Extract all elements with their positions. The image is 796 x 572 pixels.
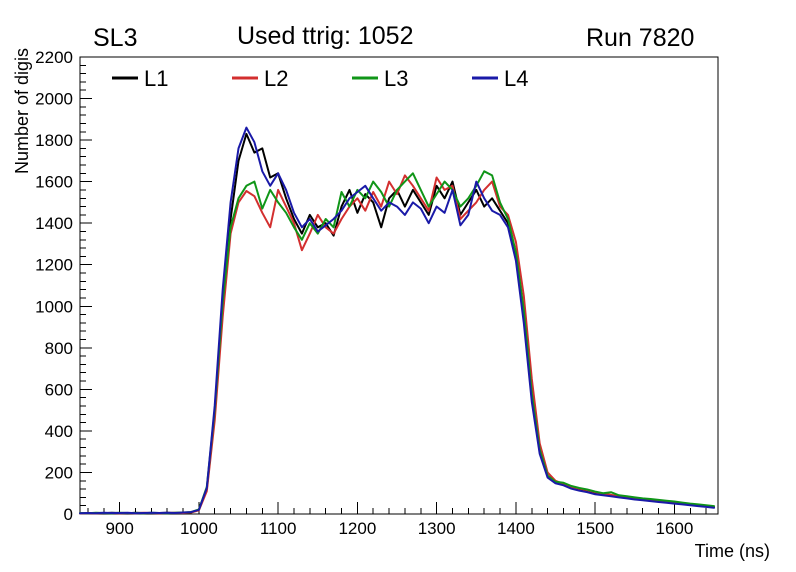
- x-tick-label: 1000: [180, 519, 218, 538]
- x-tick-label: 1100: [260, 519, 297, 538]
- y-tick-label: 600: [45, 380, 73, 399]
- x-tick-label: 1600: [655, 519, 693, 538]
- x-tick-label: 1200: [338, 519, 376, 538]
- y-tick-label: 1600: [35, 173, 73, 192]
- plot-frame: [79, 56, 719, 515]
- series-line-L2: [79, 174, 715, 515]
- y-tick-label: 1400: [35, 214, 73, 233]
- y-tick-label: 1000: [35, 297, 73, 316]
- legend-label-L4: L4: [504, 66, 528, 91]
- y-tick-label: 1200: [35, 256, 73, 275]
- x-tick-label: 900: [105, 519, 133, 538]
- y-tick-label: 0: [64, 505, 73, 524]
- y-tick-label: 2000: [35, 90, 73, 109]
- x-axis-title: Time (ns): [694, 541, 770, 561]
- x-tick-label: 1500: [576, 519, 614, 538]
- y-tick-label: 400: [45, 422, 73, 441]
- legend-label-L2: L2: [264, 66, 288, 91]
- chart-title-left: SL3: [93, 24, 138, 52]
- y-tick-label: 2200: [35, 48, 73, 67]
- chart-title-right: Run 7820: [586, 24, 695, 52]
- legend-label-L1: L1: [144, 66, 168, 91]
- series-line-L3: [79, 170, 715, 515]
- y-tick-label: 800: [45, 339, 73, 358]
- x-tick-label: 1300: [418, 519, 456, 538]
- chart-title-center: Used ttrig: 1052: [237, 22, 414, 50]
- x-tick-label: 1400: [497, 519, 535, 538]
- legend-label-L3: L3: [384, 66, 408, 91]
- y-tick-label: 200: [45, 463, 73, 482]
- y-tick-label: 1800: [35, 131, 73, 150]
- series-line-L4: [79, 126, 715, 515]
